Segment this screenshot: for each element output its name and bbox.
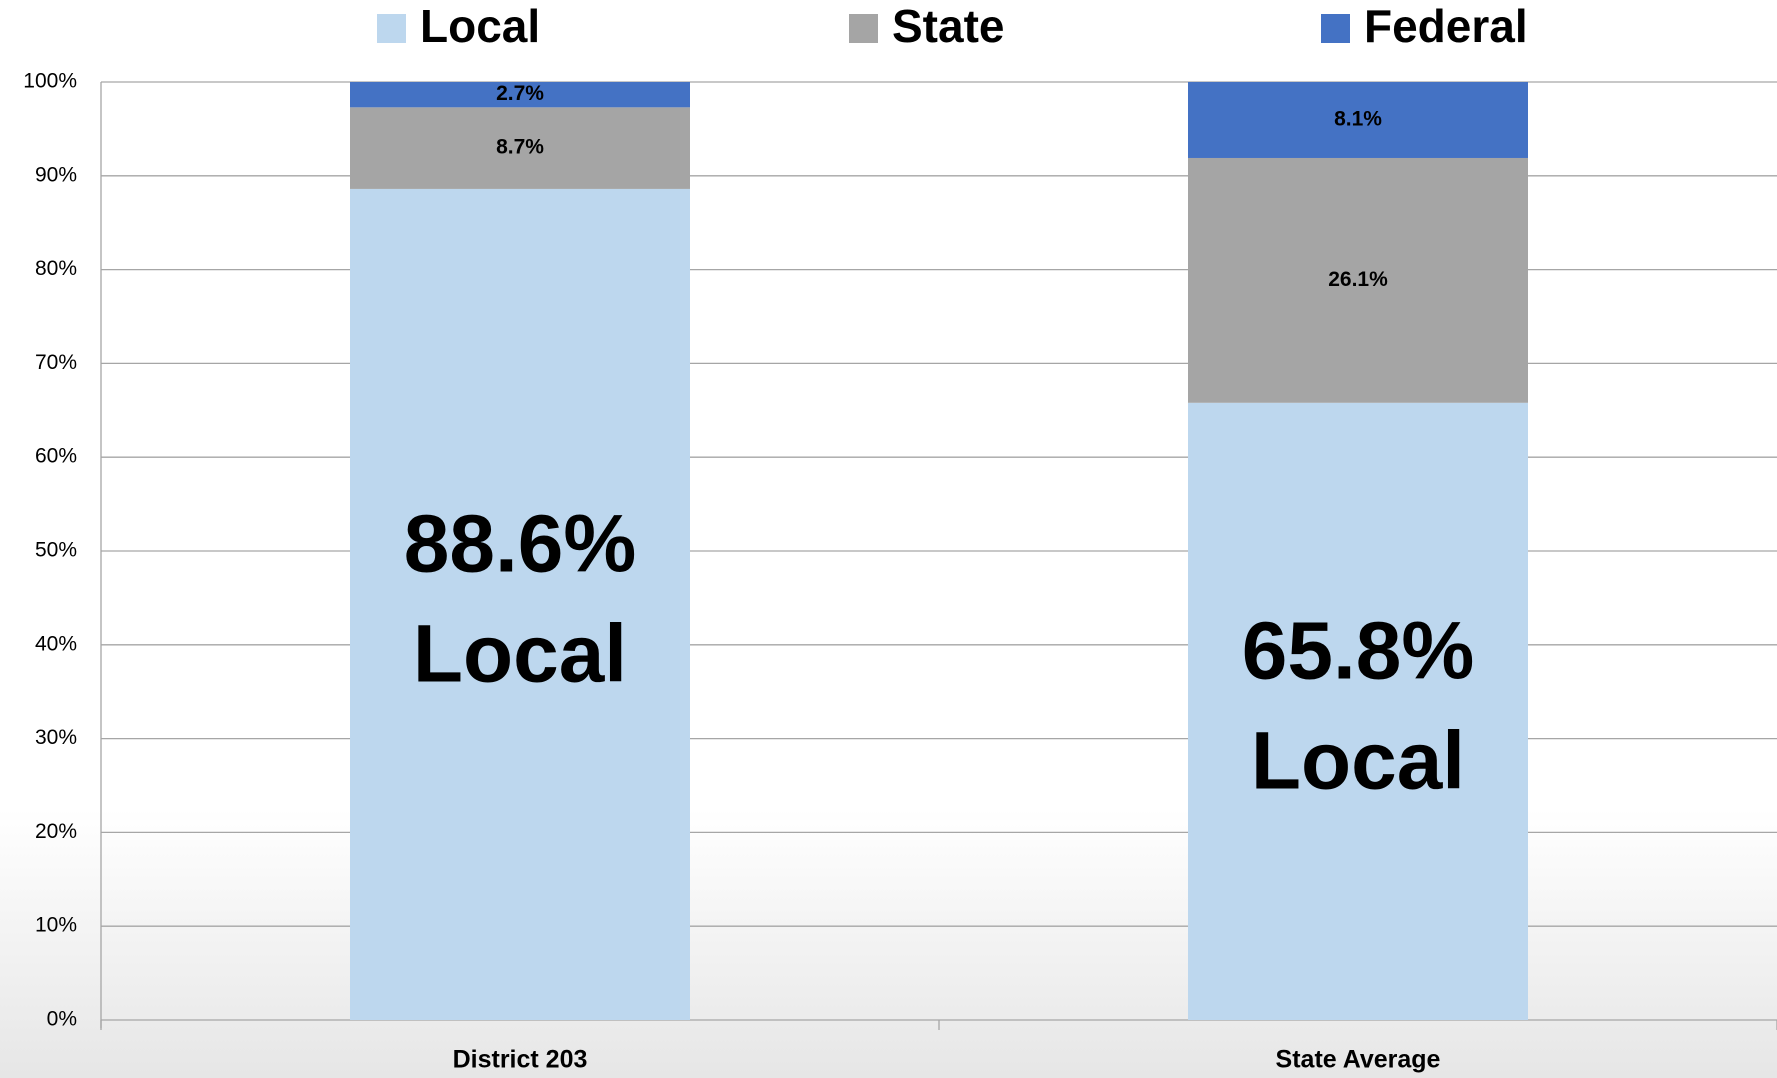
legend-label: State [892,0,1004,52]
data-label: 65.8% Local [1242,605,1475,806]
y-tick-label: 80% [35,257,77,280]
data-label-value: 88.6% [404,498,637,589]
data-label: 2.7% [496,82,544,105]
legend-swatch [1321,14,1350,43]
y-tick-label: 30% [35,726,77,749]
bar-segment [350,188,690,1020]
data-label: 8.1% [1334,108,1382,131]
y-tick-label: 60% [35,445,77,468]
y-tick-label: 20% [35,820,77,843]
legend-label: Federal [1364,0,1528,52]
data-label-series: Local [1251,715,1465,806]
bar-segment [1188,402,1528,1020]
data-label-value: 65.8% [1242,605,1475,696]
y-tick-label: 90% [35,163,77,186]
data-label: 88.6% Local [404,498,637,699]
bar-segment [350,107,690,189]
bar-segment [1188,82,1528,158]
bar-segment [1188,157,1528,403]
data-label-series: Local [413,608,627,699]
y-tick-label: 10% [35,914,77,937]
bar-segment [350,82,690,108]
legend-swatch [849,14,878,43]
y-tick-label: 100% [23,70,77,93]
legend-label: Local [420,0,540,52]
y-tick-label: 0% [47,1008,77,1031]
x-tick-label: State Average [1276,1046,1441,1074]
data-label: 26.1% [1328,268,1388,291]
y-tick-label: 40% [35,632,77,655]
y-tick-label: 70% [35,351,77,374]
y-tick-label: 50% [35,539,77,562]
legend-swatch [377,14,406,43]
x-tick-label: District 203 [453,1046,588,1074]
data-label: 8.7% [496,136,544,159]
